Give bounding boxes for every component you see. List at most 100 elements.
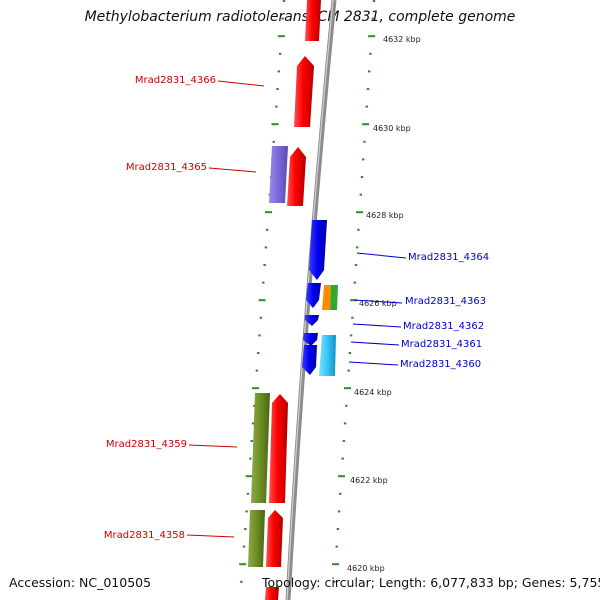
gene-arrow <box>305 315 319 326</box>
gene-label[interactable]: Mrad2831_4363 <box>405 296 486 307</box>
gene-label[interactable]: Mrad2831_4365 <box>126 162 207 173</box>
minor-tick <box>282 0 286 2</box>
gene-arrow <box>266 510 283 567</box>
scale-label: 4628 kbp <box>366 211 404 220</box>
scale-label: 4632 kbp <box>383 35 421 44</box>
major-tick <box>356 211 364 214</box>
accession-text: Accession: NC_010505 <box>9 575 152 590</box>
gene-label[interactable]: Mrad2831_4358 <box>104 530 185 541</box>
minor-tick <box>363 140 366 143</box>
gene-arrow <box>305 0 321 41</box>
minor-tick <box>240 580 243 583</box>
label-leader-lines <box>186 80 407 538</box>
minor-tick <box>257 352 260 354</box>
gene-label[interactable]: Mrad2831_4366 <box>135 75 216 86</box>
gene-arrow <box>306 283 321 308</box>
scale-label: 4622 kbp <box>350 476 388 485</box>
minor-tick <box>365 105 368 108</box>
minor-tick <box>251 422 255 425</box>
minor-tick <box>245 510 248 513</box>
minor-tick <box>258 334 261 337</box>
major-tick <box>362 123 370 126</box>
minor-tick <box>250 440 253 442</box>
minor-tick <box>263 264 266 266</box>
scale-labels: 4632 kbp 4630 kbp 4628 kbp 4626 kbp 4624… <box>347 35 421 573</box>
minor-tick <box>356 246 359 249</box>
gene-arrow <box>309 220 327 280</box>
minor-tick <box>343 422 347 425</box>
minor-tick <box>337 510 341 513</box>
minor-tick <box>341 457 344 460</box>
minor-tick <box>345 404 348 407</box>
gene-arrow <box>302 345 317 375</box>
map-title: Methylobacterium radiotolerans JCM 2831,… <box>84 9 516 25</box>
major-tick <box>344 387 351 390</box>
minor-tick <box>339 492 342 495</box>
gene-arrow <box>287 147 306 206</box>
minor-tick <box>354 264 358 266</box>
minor-tick <box>262 281 265 284</box>
major-tick <box>277 35 285 38</box>
minor-tick <box>368 70 371 73</box>
gene-box <box>248 510 265 567</box>
minor-tick <box>277 70 280 73</box>
gene-box <box>269 146 288 203</box>
gene-labels: Mrad2831_4366 Mrad2831_4365 Mrad2831_435… <box>104 75 489 541</box>
major-tick <box>239 563 247 566</box>
gene-box <box>322 285 331 310</box>
minor-tick <box>371 17 374 20</box>
minor-tick <box>348 352 352 354</box>
major-tick <box>332 563 339 566</box>
scale-label: 4630 kbp <box>373 124 411 133</box>
gene-arrow <box>269 394 288 503</box>
reverse-strand-genes-right <box>302 220 338 376</box>
minor-tick <box>335 545 338 548</box>
gene-box <box>319 335 336 376</box>
minor-tick <box>336 528 340 530</box>
gene-label[interactable]: Mrad2831_4359 <box>106 439 187 450</box>
minor-tick <box>259 316 262 319</box>
gene-label[interactable]: Mrad2831_4364 <box>408 252 489 263</box>
minor-tick <box>333 580 336 583</box>
gene-box <box>330 285 338 310</box>
topology-text: Topology: circular; Length: 6,077,833 bp… <box>262 575 600 590</box>
minor-tick <box>246 492 250 495</box>
minor-tick <box>349 334 353 337</box>
major-tick <box>265 211 272 214</box>
scale-label: 4624 kbp <box>354 388 392 397</box>
gene-label[interactable]: Mrad2831_4362 <box>403 321 484 332</box>
gene-label[interactable]: Mrad2831_4361 <box>401 339 482 350</box>
major-tick <box>368 35 376 38</box>
minor-tick <box>359 193 362 196</box>
minor-tick <box>342 440 346 442</box>
minor-tick <box>275 105 278 108</box>
reverse-strand-genes-left <box>248 146 288 567</box>
major-tick <box>271 123 279 126</box>
gene-label[interactable]: Mrad2831_4360 <box>400 359 481 370</box>
scale-label: 4626 kbp <box>359 299 397 308</box>
gene-arrow <box>265 587 279 600</box>
minor-tick <box>278 52 282 55</box>
minor-tick <box>253 404 256 407</box>
minor-tick <box>272 140 275 143</box>
minor-tick <box>266 228 269 231</box>
major-tick <box>350 299 358 302</box>
minor-tick <box>353 281 356 284</box>
minor-tick <box>357 228 360 231</box>
minor-tick <box>369 52 372 55</box>
minor-tick <box>351 316 354 319</box>
scale-label: 4620 kbp <box>347 564 385 573</box>
gene-arrow <box>294 56 314 127</box>
minor-tick <box>362 158 365 161</box>
gene-box <box>251 393 270 503</box>
minor-tick <box>276 88 279 90</box>
minor-tick <box>347 369 350 372</box>
minor-tick <box>360 176 364 178</box>
major-tick <box>252 387 260 390</box>
minor-tick <box>255 369 259 372</box>
forward-genes <box>265 0 321 600</box>
scale-ticks <box>239 0 376 583</box>
minor-tick <box>249 457 252 460</box>
minor-tick <box>281 17 284 20</box>
